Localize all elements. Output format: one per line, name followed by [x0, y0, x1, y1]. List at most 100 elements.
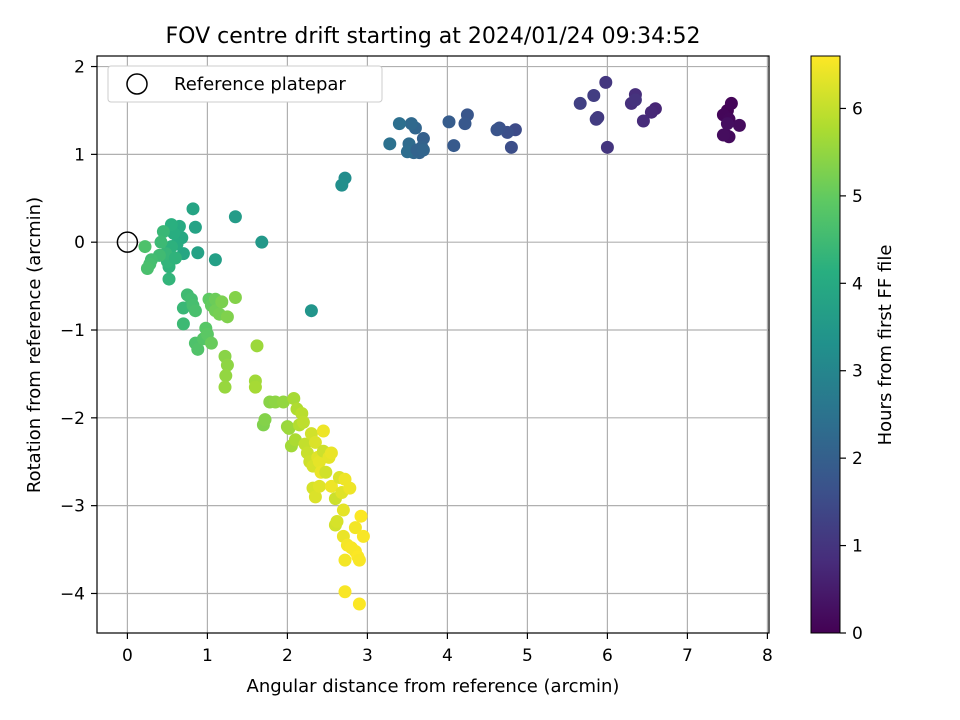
data-point [330, 514, 344, 528]
data-point [352, 597, 366, 611]
reference-platepar-marker [116, 231, 139, 253]
data-point [356, 529, 370, 543]
data-point [138, 240, 152, 254]
x-tick-label: 8 [762, 646, 773, 666]
x-tick-label: 1 [202, 646, 213, 666]
data-point [628, 93, 642, 107]
data-point [215, 295, 229, 309]
data-point [156, 225, 170, 239]
data-point [732, 118, 746, 132]
data-point [188, 220, 202, 234]
data-point [308, 435, 322, 449]
data-point [228, 210, 242, 224]
data-point [255, 235, 269, 249]
colorbar-ticks: 0 1 2 3 4 5 6 [840, 99, 863, 644]
y-tick-label: −4 [60, 584, 85, 604]
y-tick-label: 0 [74, 233, 85, 253]
data-point [338, 553, 352, 567]
data-point [336, 503, 350, 517]
data-point [392, 117, 406, 131]
data-point [296, 415, 310, 429]
data-point [416, 143, 430, 157]
data-point [589, 112, 603, 126]
y-tick-label: −1 [60, 321, 85, 341]
data-point [308, 490, 322, 504]
data-point [140, 262, 154, 276]
data-point [383, 137, 397, 151]
x-axis-label: Angular distance from reference (arcmin) [247, 676, 620, 697]
data-point [304, 304, 318, 318]
data-point [573, 96, 587, 110]
y-tick-label: 2 [74, 58, 85, 78]
data-point [335, 178, 349, 192]
data-point [186, 202, 200, 216]
data-point [400, 145, 414, 159]
data-points [116, 75, 746, 611]
x-tick-label: 0 [122, 646, 133, 666]
y-axis-label: Rotation from reference (arcmin) [24, 197, 45, 493]
data-point [191, 246, 205, 260]
data-point [219, 369, 233, 383]
data-point [324, 479, 338, 493]
data-point [287, 392, 301, 406]
data-point [319, 465, 333, 479]
data-point [447, 139, 461, 153]
data-point [354, 509, 368, 523]
data-point [220, 310, 234, 324]
chart-title: FOV centre drift starting at 2024/01/24 … [166, 24, 701, 49]
data-point [458, 117, 472, 131]
data-point [220, 358, 234, 372]
data-point [720, 117, 734, 131]
data-point [636, 114, 650, 128]
y-tick-label: −3 [60, 497, 85, 517]
colorbar-tick-label: 6 [852, 99, 863, 119]
colorbar-gradient [810, 55, 841, 634]
colorbar-tick-label: 5 [852, 187, 863, 207]
data-point [600, 140, 614, 154]
x-axis-ticks: 0 1 2 3 4 5 6 7 8 [122, 633, 773, 666]
data-point [404, 117, 418, 131]
data-point [191, 342, 205, 356]
data-point [168, 251, 182, 265]
x-tick-label: 2 [282, 646, 293, 666]
colorbar-tick-label: 2 [852, 449, 863, 469]
data-point [644, 105, 658, 119]
legend: Reference platepar [107, 65, 383, 103]
y-tick-label: −2 [60, 409, 85, 429]
legend-label: Reference platepar [174, 74, 346, 95]
data-point [218, 380, 232, 394]
colorbar-tick-label: 4 [852, 274, 863, 294]
grid [97, 56, 769, 633]
data-point [716, 128, 730, 142]
colorbar: 0 1 2 3 4 5 6 Hours from first FF file [810, 55, 896, 644]
data-point [316, 424, 330, 438]
data-point [599, 75, 613, 89]
data-point [282, 421, 296, 435]
data-point [312, 479, 326, 493]
y-tick-label: 1 [74, 145, 85, 165]
data-point [276, 395, 290, 409]
data-point [250, 339, 264, 353]
data-point [324, 446, 338, 460]
data-point [208, 253, 222, 267]
data-point [338, 585, 352, 599]
data-point [504, 140, 518, 154]
data-point [176, 317, 190, 331]
x-tick-label: 3 [362, 646, 373, 666]
data-point [724, 96, 738, 110]
data-point [228, 291, 242, 305]
data-point [352, 553, 366, 567]
legend-reference-marker [126, 73, 148, 95]
data-point [490, 123, 504, 137]
plot-frame [96, 55, 770, 634]
data-point [204, 336, 218, 350]
colorbar-tick-label: 1 [852, 537, 863, 557]
x-tick-label: 4 [442, 646, 453, 666]
data-point [343, 481, 357, 495]
y-axis-ticks: −4 −3 −2 −1 0 1 2 [60, 58, 97, 604]
colorbar-label: Hours from first FF file [875, 245, 896, 446]
x-tick-label: 7 [682, 646, 693, 666]
colorbar-tick-label: 3 [852, 362, 863, 382]
data-point [442, 115, 456, 129]
